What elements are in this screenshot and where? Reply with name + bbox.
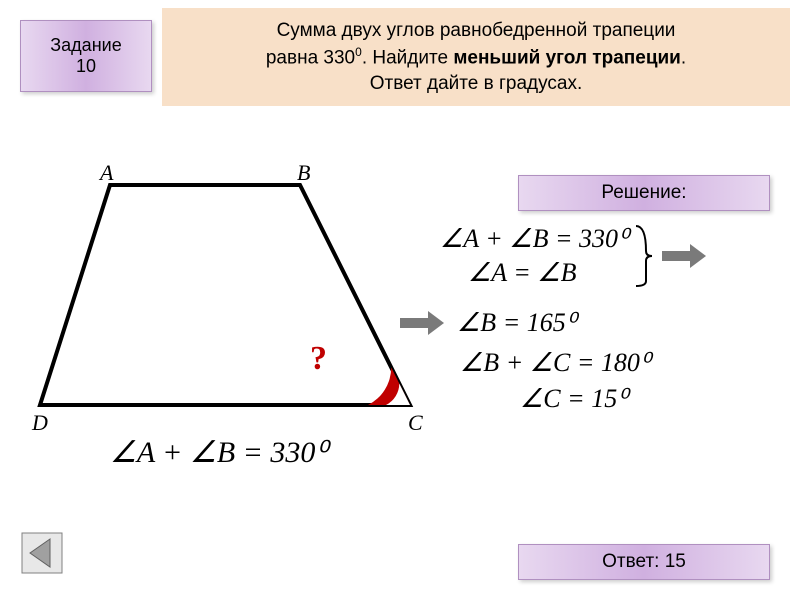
eq5: ∠C = 15⁰ [520, 384, 707, 414]
back-button[interactable] [20, 531, 64, 580]
eq4: ∠B + ∠C = 180⁰ [460, 348, 707, 378]
question-mark: ? [310, 340, 327, 378]
brace-icon [634, 221, 654, 291]
vertex-C: C [408, 410, 423, 436]
eq3: ∠B = 165⁰ [457, 308, 576, 338]
given-formula: ∠A + ∠B = 330⁰ [110, 435, 327, 470]
arrow-right-icon [400, 308, 445, 338]
answer-label: Ответ: 15 [602, 551, 686, 573]
answer-badge: Ответ: 15 [518, 544, 770, 580]
arrow-right-icon [662, 241, 707, 271]
solution-label: Решение: [601, 182, 686, 204]
vertex-A: A [100, 160, 113, 186]
vertex-D: D [32, 410, 48, 436]
vertex-B: B [297, 160, 310, 186]
task-number: 10 [76, 56, 96, 77]
eq1: ∠A + ∠B = 330⁰ [440, 224, 628, 254]
solution-badge: Решение: [518, 175, 770, 211]
problem-statement: Сумма двух углов равнобедренной трапеции… [162, 8, 790, 106]
task-badge: Задание 10 [20, 20, 152, 92]
solution-steps: ∠A + ∠B = 330⁰ ∠A = ∠B ∠B = 165⁰ ∠B + ∠C… [440, 220, 707, 418]
task-label: Задание [50, 35, 121, 56]
eq2: ∠A = ∠B [468, 258, 628, 288]
